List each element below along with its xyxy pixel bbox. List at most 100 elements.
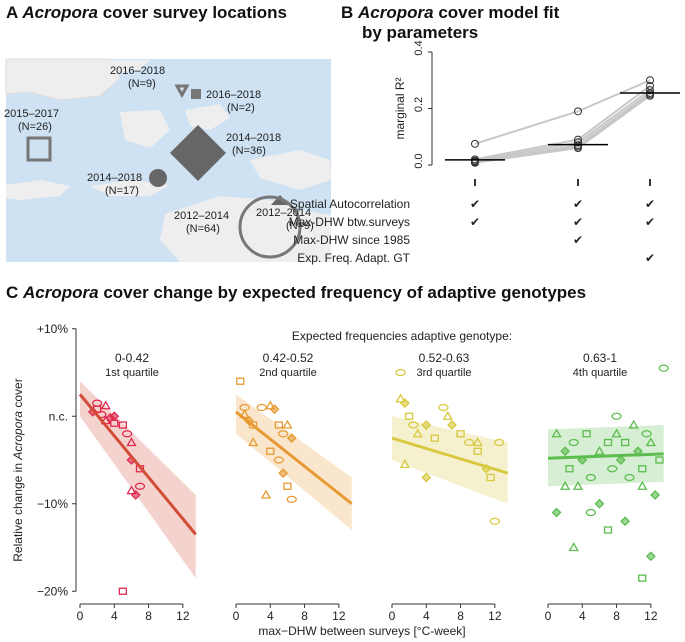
data-point bbox=[277, 430, 289, 438]
site-n-5: (N=17) bbox=[105, 185, 139, 197]
data-point bbox=[572, 480, 584, 490]
panel-c-xtick-label: 4 bbox=[111, 609, 118, 623]
panel-b-connector bbox=[474, 79, 651, 145]
data-point bbox=[641, 430, 652, 438]
site-label-4: 2014–2018 bbox=[226, 132, 281, 144]
data-point bbox=[130, 490, 141, 500]
panel-b-point bbox=[646, 76, 654, 85]
site-n-6: (N=9) bbox=[286, 220, 314, 232]
data-point bbox=[100, 400, 111, 410]
quartile-label: 4th quartile bbox=[573, 367, 627, 379]
panel-b-plot: 0.0 0.2 0.4 marginal R² bbox=[393, 40, 680, 169]
data-point bbox=[121, 430, 133, 438]
data-point bbox=[650, 490, 661, 500]
check-icon: ✔ bbox=[573, 215, 583, 229]
data-point bbox=[456, 430, 465, 438]
panel-c-title: C Acropora cover change by expected freq… bbox=[6, 283, 586, 302]
site-n-3: (N=26) bbox=[18, 121, 52, 133]
legend-title: Expected frequencies adaptive genotype: bbox=[292, 329, 512, 343]
parameter-label: Max-DHW since 1985 bbox=[293, 233, 410, 247]
site-marker-4 bbox=[170, 125, 226, 181]
confidence-band bbox=[80, 381, 196, 579]
data-point bbox=[236, 377, 245, 385]
data-point bbox=[638, 574, 647, 582]
data-point bbox=[473, 447, 482, 455]
trend-line bbox=[547, 452, 664, 460]
map-land-sumatra bbox=[6, 180, 70, 200]
panel-a-title: A Acropora cover survey locations bbox=[6, 3, 287, 22]
panel-b-point bbox=[471, 139, 479, 148]
data-point bbox=[645, 437, 656, 447]
data-point bbox=[126, 485, 137, 495]
data-point bbox=[118, 587, 128, 595]
check-icon: ✔ bbox=[470, 215, 480, 229]
data-point bbox=[399, 459, 410, 469]
panel-c-xtick-label: 8 bbox=[613, 609, 620, 623]
check-icon: ✔ bbox=[645, 197, 655, 211]
map-land-north bbox=[60, 60, 150, 72]
data-point bbox=[91, 399, 103, 407]
check-icon: ✔ bbox=[573, 233, 583, 247]
panel-c-xtick-label: 0 bbox=[389, 609, 396, 623]
data-point bbox=[607, 465, 618, 473]
panel-c-xlabel: max−DHW between surveys [°C-week] bbox=[258, 624, 465, 638]
panel-c-ylabel: Relative change in Acropora cover bbox=[11, 378, 25, 561]
check-icon: ✔ bbox=[645, 251, 655, 265]
panel-b-connector bbox=[474, 92, 651, 163]
panel-c-xtick-label: 4 bbox=[423, 609, 430, 623]
data-point bbox=[472, 437, 483, 447]
data-point bbox=[118, 421, 128, 429]
panel-c-xtick-label: 0 bbox=[77, 609, 84, 623]
panel-b-ylabel: marginal R² bbox=[393, 77, 407, 139]
panel-c-xtick-label: 12 bbox=[176, 609, 190, 623]
quartile-label: 2nd quartile bbox=[259, 367, 317, 379]
data-point bbox=[282, 419, 293, 429]
map-land-australia bbox=[160, 196, 331, 262]
data-point bbox=[594, 445, 605, 455]
site-marker-3 bbox=[26, 136, 52, 162]
data-point bbox=[603, 526, 613, 534]
confidence-band bbox=[236, 394, 352, 530]
data-point bbox=[269, 404, 280, 415]
data-point bbox=[134, 482, 146, 490]
data-point bbox=[615, 455, 626, 465]
data-point bbox=[283, 482, 292, 490]
data-point bbox=[286, 495, 297, 504]
data-point bbox=[421, 420, 432, 430]
quartile-range-label: 0.52-0.63 bbox=[419, 351, 470, 365]
panel-c-ytick-label: +10% bbox=[37, 322, 68, 336]
panel-b-ytick-label: 0.4 bbox=[413, 40, 425, 55]
data-point bbox=[620, 438, 630, 447]
panel-b-point bbox=[574, 138, 582, 147]
panel-b-ytick-label: 0.2 bbox=[413, 97, 425, 112]
data-point bbox=[658, 364, 669, 372]
data-point bbox=[611, 428, 622, 438]
data-point bbox=[560, 446, 571, 457]
data-point bbox=[568, 542, 579, 552]
quartile-label: 1st quartile bbox=[105, 367, 159, 379]
check-icon: ✔ bbox=[470, 197, 480, 211]
data-point bbox=[442, 410, 453, 420]
data-point bbox=[274, 421, 284, 429]
data-point bbox=[273, 456, 285, 464]
data-point bbox=[463, 438, 475, 447]
data-point bbox=[404, 412, 414, 420]
data-point bbox=[637, 480, 648, 490]
data-point bbox=[638, 465, 647, 473]
data-point bbox=[620, 516, 631, 527]
quartile-label: 3rd quartile bbox=[416, 367, 471, 379]
panel-c-xtick-label: 4 bbox=[579, 609, 586, 623]
data-point bbox=[489, 517, 501, 525]
site-marker-5 bbox=[149, 169, 167, 187]
site-label-5: 2014–2018 bbox=[87, 172, 142, 184]
data-point bbox=[568, 438, 579, 447]
data-point bbox=[438, 403, 449, 412]
site-n-2: (N=2) bbox=[227, 102, 255, 114]
data-point bbox=[286, 433, 297, 444]
site-n-4: (N=36) bbox=[232, 145, 266, 157]
data-point bbox=[493, 438, 505, 447]
check-icon: ✔ bbox=[573, 197, 583, 211]
site-label-2: 2016–2018 bbox=[206, 89, 261, 101]
panel-c-plots: +10% n.c. −10% −20% 0 4 8 12 0-0.42 1st quartile 0… bbox=[37, 322, 669, 623]
